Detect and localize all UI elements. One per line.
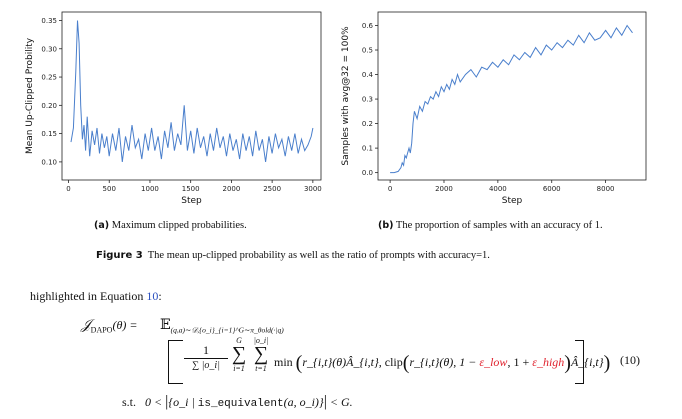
st-set-open: {o_i | bbox=[168, 395, 195, 409]
figure-caption-text: The mean up-clipped probability as well … bbox=[147, 250, 490, 261]
a-xtick-label: 1500 bbox=[182, 185, 200, 193]
a-ytick-label: 0.35 bbox=[41, 17, 57, 25]
figure-caption: Figure 3 The mean up-clipped probability… bbox=[96, 250, 490, 261]
b-ytick-label: 0.5 bbox=[362, 47, 373, 55]
expectation: 𝔼(q,a)∼𝒟,{o_i}_{i=1}^G∼π_θold(·|q) bbox=[160, 317, 284, 335]
sum-outer-symbol: ∑ bbox=[231, 343, 247, 365]
a-ytick-label: 0.25 bbox=[41, 74, 57, 82]
st-lhs: 0 < bbox=[145, 395, 163, 409]
b-xtick-label: 4000 bbox=[489, 185, 507, 193]
chart-a: 0 500 1000 1500 2000 2500 3000 0.10 0.15 0.20 0.25… bbox=[25, 11, 322, 206]
chart-a-series-line bbox=[70, 20, 314, 162]
b-ytick-label: 0.1 bbox=[362, 145, 373, 153]
b-ytick-label: 0.4 bbox=[362, 71, 374, 79]
sum-inner-symbol: ∑ bbox=[253, 343, 269, 365]
epsilon-high: ε_high bbox=[532, 355, 565, 369]
a-ytick-label: 0.10 bbox=[41, 158, 57, 166]
sum-inner-bottom: t=1 bbox=[255, 364, 267, 373]
equation-ref-link[interactable]: 10 bbox=[146, 289, 159, 303]
constraint: s.t. 0 < |{o_i | is_equivalent(a, o_i)}|… bbox=[122, 393, 353, 410]
b-ytick-label: 0.6 bbox=[362, 22, 374, 30]
a-xtick-label: 1000 bbox=[141, 185, 159, 193]
fraction-numerator: 1 bbox=[203, 343, 209, 357]
b-xtick-label: 8000 bbox=[597, 185, 615, 193]
fraction: 1 ∑ |o_i| bbox=[184, 343, 228, 371]
right-bracket bbox=[575, 340, 584, 384]
subcaption-a-text: Maximum clipped probabilities. bbox=[111, 220, 247, 231]
sum-outer-top: G bbox=[236, 336, 242, 345]
st-func: is_equivalent bbox=[197, 398, 284, 410]
chart-a-xlabel: Step bbox=[181, 196, 202, 206]
equation-lhs: 𝒥DAPO(θ) = bbox=[81, 318, 137, 334]
chart-b-frame bbox=[377, 11, 647, 181]
b-ytick-label: 0.2 bbox=[362, 120, 373, 128]
chart-b-series-line bbox=[390, 24, 633, 174]
fraction-denominator: ∑ |o_i| bbox=[184, 358, 228, 371]
b-xtick-label: 2000 bbox=[435, 185, 453, 193]
clip-mid: , 1 + bbox=[507, 355, 530, 369]
st-func-arg: (a, o_i)} bbox=[283, 395, 324, 409]
chart-b-ylabel: Samples with avg@32 = 100% bbox=[341, 26, 351, 166]
subcaption-a-label: (a) bbox=[94, 220, 110, 231]
a-ytick-label: 0.20 bbox=[41, 102, 57, 110]
b-xtick-label: 6000 bbox=[543, 185, 561, 193]
clip-text: clip bbox=[384, 355, 403, 369]
clip-tail: Â_{i,t} bbox=[570, 355, 604, 369]
sum-inner: |o_i| ∑ t=1 bbox=[250, 336, 272, 373]
subcaption-b-text: The proportion of samples with an accura… bbox=[395, 220, 603, 231]
sum-outer-bottom: i=1 bbox=[233, 364, 245, 373]
b-ytick-label: 0.3 bbox=[362, 96, 373, 104]
min-text: min bbox=[274, 355, 293, 369]
sum-inner-top: |o_i| bbox=[253, 336, 269, 345]
a-ytick-label: 0.30 bbox=[41, 45, 57, 53]
sum-outer: G ∑ i=1 bbox=[230, 336, 248, 373]
expectation-symbol: 𝔼 bbox=[160, 318, 171, 333]
subcaption-b-label: (b) bbox=[378, 220, 394, 231]
subcaption-b: (b) The proportion of samples with an ac… bbox=[378, 220, 603, 231]
st-rhs: < G. bbox=[329, 395, 353, 409]
body-sentence-prefix: highlighted in Equation bbox=[30, 289, 144, 303]
min-expression: min (r_{i,t}(θ)Â_{i,t}, clip(r_{i,t}(θ),… bbox=[274, 352, 611, 374]
body-sentence: highlighted in Equation 10: bbox=[30, 289, 162, 304]
chart-a-frame bbox=[61, 11, 322, 181]
st-label: s.t. bbox=[122, 395, 137, 409]
chart-b: 0 2000 4000 6000 8000 0.0 0.1 0.2 0.3 0.4 0.5 0.6 S… bbox=[341, 11, 647, 206]
objective-subscript: DAPO bbox=[90, 325, 113, 335]
equation-number: (10) bbox=[620, 353, 640, 367]
ratio-term: r_{i,t}(θ)Â_{i,t}, bbox=[302, 355, 382, 369]
objective-symbol: 𝒥 bbox=[81, 318, 91, 333]
a-xtick-label: 2000 bbox=[222, 185, 240, 193]
epsilon-low: ε_low bbox=[479, 355, 508, 369]
a-xtick-label: 0 bbox=[66, 185, 70, 193]
figure-caption-label: Figure 3 bbox=[96, 250, 143, 261]
clip-arg: r_{i,t}(θ), 1 − bbox=[409, 355, 477, 369]
objective-arg: (θ) = bbox=[112, 318, 138, 332]
body-sentence-suffix: : bbox=[158, 289, 162, 303]
chart-b-xlabel: Step bbox=[502, 196, 523, 206]
left-bracket bbox=[168, 340, 183, 384]
a-xtick-label: 3000 bbox=[304, 185, 322, 193]
b-ytick-label: 0.0 bbox=[362, 169, 373, 177]
a-ytick-label: 0.15 bbox=[41, 130, 57, 138]
chart-a-ylabel: Mean Up-Clipped Probility bbox=[25, 37, 35, 154]
expectation-subscript: (q,a)∼𝒟,{o_i}_{i=1}^G∼π_θold(·|q) bbox=[170, 325, 284, 335]
b-xtick-label: 0 bbox=[388, 185, 392, 193]
a-xtick-label: 2500 bbox=[263, 185, 281, 193]
subcaption-a: (a) Maximum clipped probabilities. bbox=[94, 220, 247, 231]
a-xtick-label: 500 bbox=[103, 185, 116, 193]
